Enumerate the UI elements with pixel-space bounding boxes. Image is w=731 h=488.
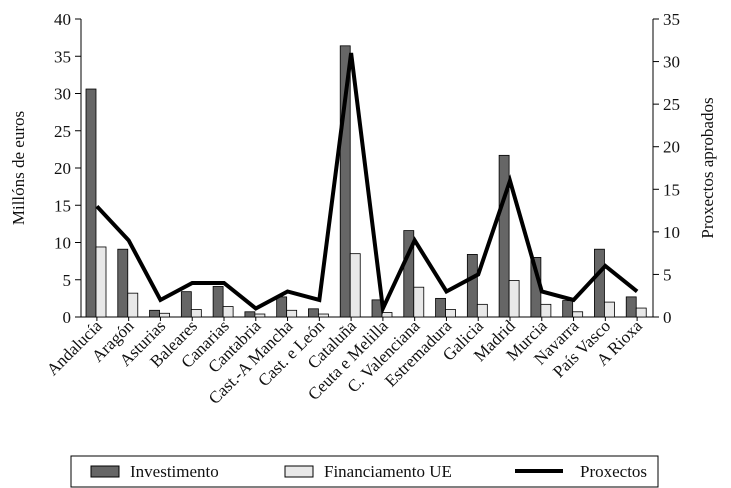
- legend-swatch-investimento: [90, 465, 120, 478]
- y-tick-label: 25: [54, 122, 71, 141]
- bar-investimento: [149, 309, 160, 318]
- y-tick-label: 40: [54, 10, 71, 29]
- legend-swatch-financiamento: [284, 465, 314, 478]
- legend: Investimento Financiamento UE Proxectos: [70, 455, 659, 488]
- y-tick-label: 15: [54, 196, 71, 215]
- bar-financiamento: [222, 306, 234, 318]
- y2-tick-label: 10: [663, 223, 680, 242]
- line-proxectos: [95, 52, 639, 316]
- bar-financiamento: [476, 303, 488, 318]
- y-tick-label: 10: [54, 234, 71, 253]
- bar-investimento: [212, 286, 224, 318]
- bar-financiamento: [381, 312, 393, 318]
- bar-financiamento: [572, 311, 584, 318]
- bar-financiamento: [190, 309, 202, 318]
- y2-tick-label: 15: [663, 180, 680, 199]
- legend-label-financiamento: Financiamento UE: [324, 462, 452, 481]
- bar-investimento: [466, 254, 478, 318]
- y2-tick-label: 35: [663, 10, 680, 29]
- bar-financiamento: [318, 313, 329, 318]
- y-tick-label: 5: [63, 271, 72, 290]
- legend-frame: [70, 455, 659, 488]
- bars: [85, 45, 647, 318]
- bar-investimento: [594, 248, 605, 318]
- y2-axis-title: Proxectos aprobados: [698, 97, 717, 238]
- bar-investimento: [498, 154, 510, 318]
- bar-financiamento: [159, 312, 170, 318]
- bar-financiamento: [254, 313, 266, 318]
- bar-financiamento: [635, 307, 647, 318]
- bar-investimento: [85, 88, 97, 318]
- y2-tick-label: 30: [663, 53, 680, 72]
- y2-tick-label: 0: [663, 308, 672, 327]
- bar-investimento: [562, 300, 574, 318]
- bar-financiamento: [540, 303, 552, 318]
- bar-financiamento: [95, 246, 107, 318]
- bar-investimento: [117, 248, 129, 318]
- bar-investimento: [244, 311, 256, 318]
- bar-financiamento: [286, 309, 298, 318]
- y-axis-title: Millóns de euros: [9, 111, 28, 225]
- y-tick-label: 0: [63, 308, 72, 327]
- bar-financiamento: [127, 292, 139, 318]
- axis-labels: Millóns de euros Proxectos aprobados: [9, 97, 717, 238]
- y2-tick-label: 5: [663, 265, 672, 284]
- bar-financiamento: [508, 280, 520, 318]
- bar-investimento: [180, 291, 192, 318]
- bar-investimento: [435, 297, 446, 318]
- y2-tick-label: 20: [663, 138, 680, 157]
- y2-tick-label: 25: [663, 95, 680, 114]
- bar-investimento: [308, 308, 319, 318]
- legend-label-investimento: Investimento: [130, 462, 219, 481]
- bar-investimento: [339, 45, 351, 318]
- bar-investimento: [625, 296, 637, 318]
- projects-line: [95, 52, 639, 316]
- bar-investimento: [276, 296, 288, 318]
- y-tick-label: 30: [54, 85, 71, 104]
- bar-financiamento: [604, 301, 615, 318]
- y-tick-label: 20: [54, 159, 71, 178]
- bar-financiamento: [413, 286, 425, 318]
- bar-financiamento: [349, 253, 361, 318]
- legend-label-proxectos: Proxectos: [580, 462, 647, 481]
- axes: 051015202530354005101520253035AndalucíaA…: [43, 10, 680, 408]
- bar-investimento: [403, 230, 415, 318]
- bar-financiamento: [445, 309, 456, 318]
- y-tick-label: 35: [54, 47, 71, 66]
